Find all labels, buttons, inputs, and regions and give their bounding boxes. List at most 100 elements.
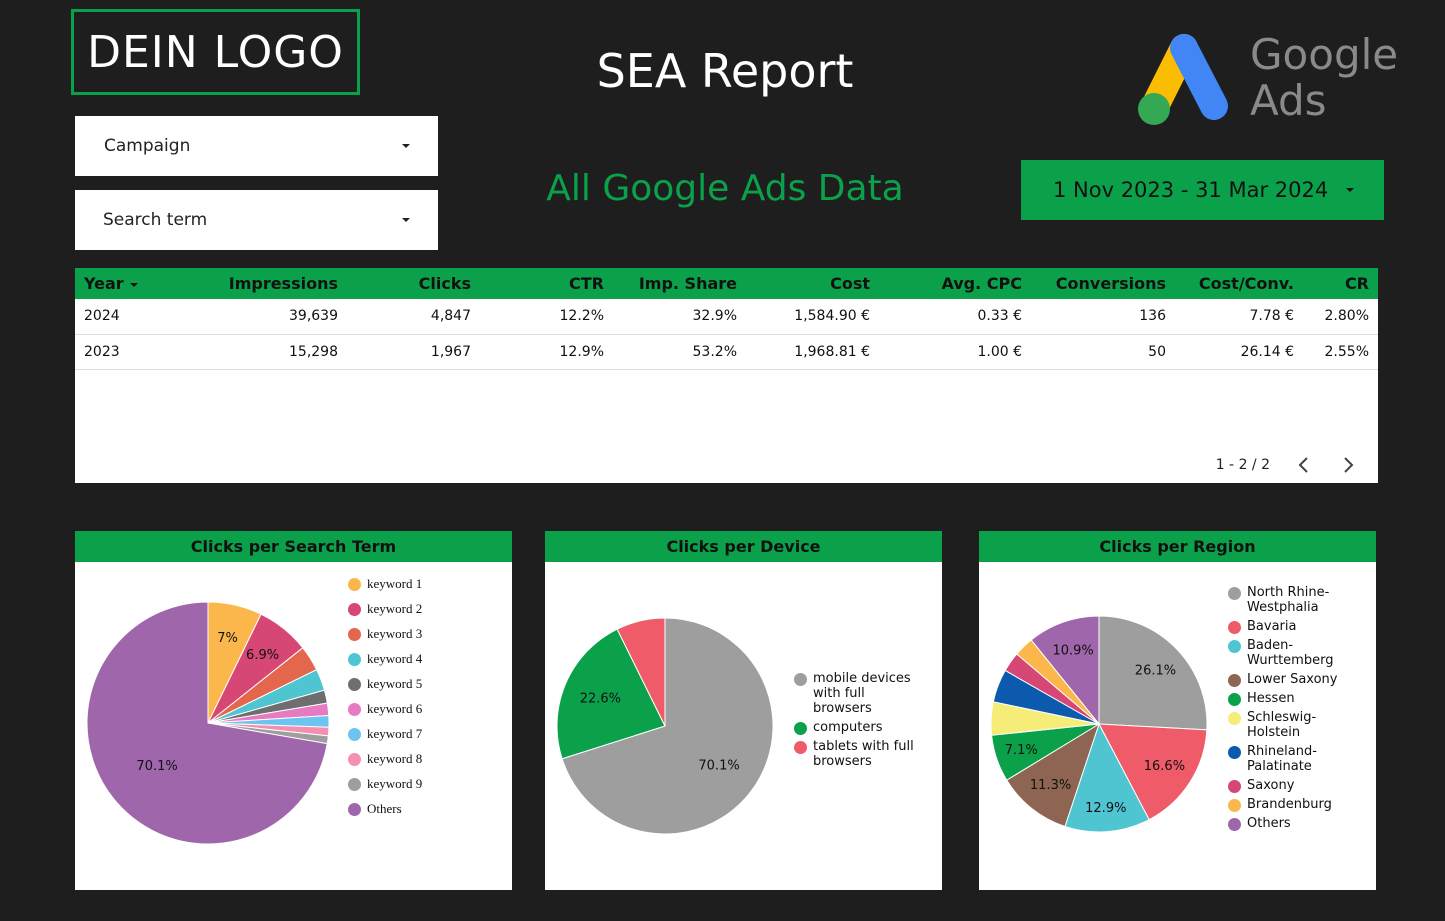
legend-item[interactable]: Schleswig-Holstein: [1228, 710, 1338, 740]
legend-item[interactable]: keyword 9: [348, 776, 422, 792]
legend-swatch: [348, 703, 361, 716]
pagination-label: 1 - 2 / 2: [1215, 457, 1270, 473]
yearly-performance-table: Year Impressions Clicks CTR Imp. Share C…: [75, 268, 1378, 483]
legend-swatch: [348, 653, 361, 666]
legend-item[interactable]: keyword 8: [348, 751, 422, 767]
pie-data-label: 26.1%: [1135, 664, 1176, 679]
legend-label: keyword 9: [367, 776, 423, 791]
legend-item[interactable]: Bavaria: [1228, 619, 1338, 634]
table-cell: 32.9%: [692, 308, 737, 325]
legend-item[interactable]: keyword 7: [348, 726, 422, 742]
column-header-clicks[interactable]: Clicks: [418, 274, 471, 293]
pie-chart-region: 26.1% 16.6% 12.9% 11.3% 7.1% 10.9%: [990, 615, 1208, 833]
date-range-picker[interactable]: 1 Nov 2023 - 31 Mar 2024: [1021, 160, 1384, 220]
pie-slice-others[interactable]: [86, 601, 328, 845]
page-title: SEA Report: [596, 44, 854, 98]
legend-item[interactable]: Others: [1228, 816, 1338, 831]
column-header-cost[interactable]: Cost: [830, 274, 870, 293]
legend-label: Others: [367, 801, 402, 816]
pie-data-label: 70.1%: [136, 759, 177, 774]
legend-item[interactable]: keyword 5: [348, 676, 422, 692]
legend-swatch: [348, 753, 361, 766]
legend-swatch: [1228, 587, 1241, 600]
table-cell: 39,639: [289, 308, 338, 325]
google-ads-wordmark-line2: Ads: [1250, 76, 1327, 125]
legend-swatch: [794, 741, 807, 754]
column-header-cost-per-conv[interactable]: Cost/Conv.: [1198, 274, 1294, 293]
chevron-down-icon: [402, 144, 410, 148]
legend-item[interactable]: mobile devices with full browsers: [794, 671, 924, 716]
search-term-filter-dropdown[interactable]: Search term: [75, 190, 438, 250]
legend-label: Saxony: [1247, 778, 1295, 793]
legend-item[interactable]: Others: [348, 801, 422, 817]
legend-item[interactable]: keyword 1: [348, 576, 422, 592]
report-subtitle: All Google Ads Data: [546, 168, 904, 209]
legend-label: keyword 8: [367, 751, 423, 766]
column-header-ctr[interactable]: CTR: [569, 274, 604, 293]
pie-data-label: 7.1%: [1005, 743, 1038, 758]
legend-item[interactable]: tablets with full browsers: [794, 739, 924, 769]
legend-item[interactable]: Saxony: [1228, 778, 1338, 793]
chevron-left-icon[interactable]: [1294, 455, 1314, 475]
legend-label: keyword 6: [367, 701, 423, 716]
legend-swatch: [348, 678, 361, 691]
chart-clicks-per-search-term: Clicks per Search Term 7% 6.9% 70.1% keywo…: [75, 531, 512, 890]
pie-slice-bavaria[interactable]: [1098, 723, 1208, 821]
legend-item[interactable]: Lower Saxony: [1228, 672, 1338, 687]
pie-data-label: 70.1%: [698, 759, 739, 774]
legend-label: Bavaria: [1247, 619, 1297, 634]
legend-swatch: [1228, 712, 1241, 725]
legend-item[interactable]: Rhineland-Palatinate: [1228, 744, 1338, 774]
legend-swatch: [348, 578, 361, 591]
chevron-right-icon[interactable]: [1338, 455, 1358, 475]
pie-slice-mobile-devices-with-full-browsers[interactable]: [561, 617, 774, 835]
pie-data-label: 16.6%: [1144, 759, 1185, 774]
legend-label: computers: [813, 720, 883, 735]
pie-data-label: 6.9%: [246, 648, 279, 663]
legend-item[interactable]: Brandenburg: [1228, 797, 1338, 812]
legend-swatch: [1228, 693, 1241, 706]
table-cell: 26.14 €: [1240, 343, 1294, 360]
legend-item[interactable]: North Rhine-Westphalia: [1228, 585, 1338, 615]
legend-item[interactable]: keyword 3: [348, 626, 422, 642]
legend-label: Schleswig-Holstein: [1247, 710, 1317, 740]
legend-item[interactable]: keyword 4: [348, 651, 422, 667]
search-term-filter-label: Search term: [103, 210, 208, 230]
legend-label: mobile devices with full browsers: [813, 671, 911, 716]
table-cell: 53.2%: [692, 343, 737, 360]
legend-item[interactable]: keyword 2: [348, 601, 422, 617]
column-header-conversions[interactable]: Conversions: [1055, 274, 1166, 293]
legend-swatch: [1228, 674, 1241, 687]
legend-label: Hessen: [1247, 691, 1295, 706]
pie-slice-tablets-with-full-browsers[interactable]: [616, 617, 666, 727]
legend-label: keyword 3: [367, 626, 423, 641]
table-cell: 2.55%: [1324, 343, 1369, 360]
pie-slice-baden-wurttemberg[interactable]: [1064, 722, 1150, 833]
chart-title: Clicks per Search Term: [75, 531, 512, 562]
pie-data-label: 12.9%: [1085, 801, 1126, 816]
column-header-impressions[interactable]: Impressions: [228, 274, 338, 293]
legend-label: Rhineland-Palatinate: [1247, 744, 1317, 774]
table-row: 2024 39,639 4,847 12.2% 32.9% 1,584.90 €…: [75, 299, 1378, 334]
column-header-avg-cpc[interactable]: Avg. CPC: [941, 274, 1022, 293]
table-cell: 0.33 €: [977, 308, 1022, 325]
legend-label: North Rhine-Westphalia: [1247, 585, 1330, 615]
pie-slice-others[interactable]: [1030, 615, 1100, 726]
pie-slice-computers[interactable]: [556, 628, 666, 760]
legend-item[interactable]: computers: [794, 720, 924, 735]
sort-descending-icon[interactable]: [129, 282, 138, 287]
chart-clicks-per-device: Clicks per Device 70.1% 22.6% mobile devi…: [545, 531, 942, 890]
chart-clicks-per-region: Clicks per Region 26.1% 16.6% 12.9% 11.3% 7.…: [979, 531, 1376, 890]
column-header-year[interactable]: Year: [75, 268, 183, 299]
legend-item[interactable]: keyword 6: [348, 701, 422, 717]
campaign-filter-dropdown[interactable]: Campaign: [75, 116, 438, 176]
pie-chart-search-term: 7% 6.9% 70.1%: [86, 601, 330, 845]
pie-slice-north-rhine-westphalia[interactable]: [1098, 615, 1208, 731]
legend-item[interactable]: Hessen: [1228, 691, 1338, 706]
chart-title: Clicks per Region: [979, 531, 1376, 562]
table-cell: 50: [1148, 343, 1166, 360]
column-header-cr[interactable]: CR: [1344, 274, 1369, 293]
column-header-imp-share[interactable]: Imp. Share: [638, 274, 737, 293]
pie-slice-lower-saxony[interactable]: [1006, 722, 1100, 828]
legend-item[interactable]: Baden-Wurttemberg: [1228, 638, 1338, 668]
